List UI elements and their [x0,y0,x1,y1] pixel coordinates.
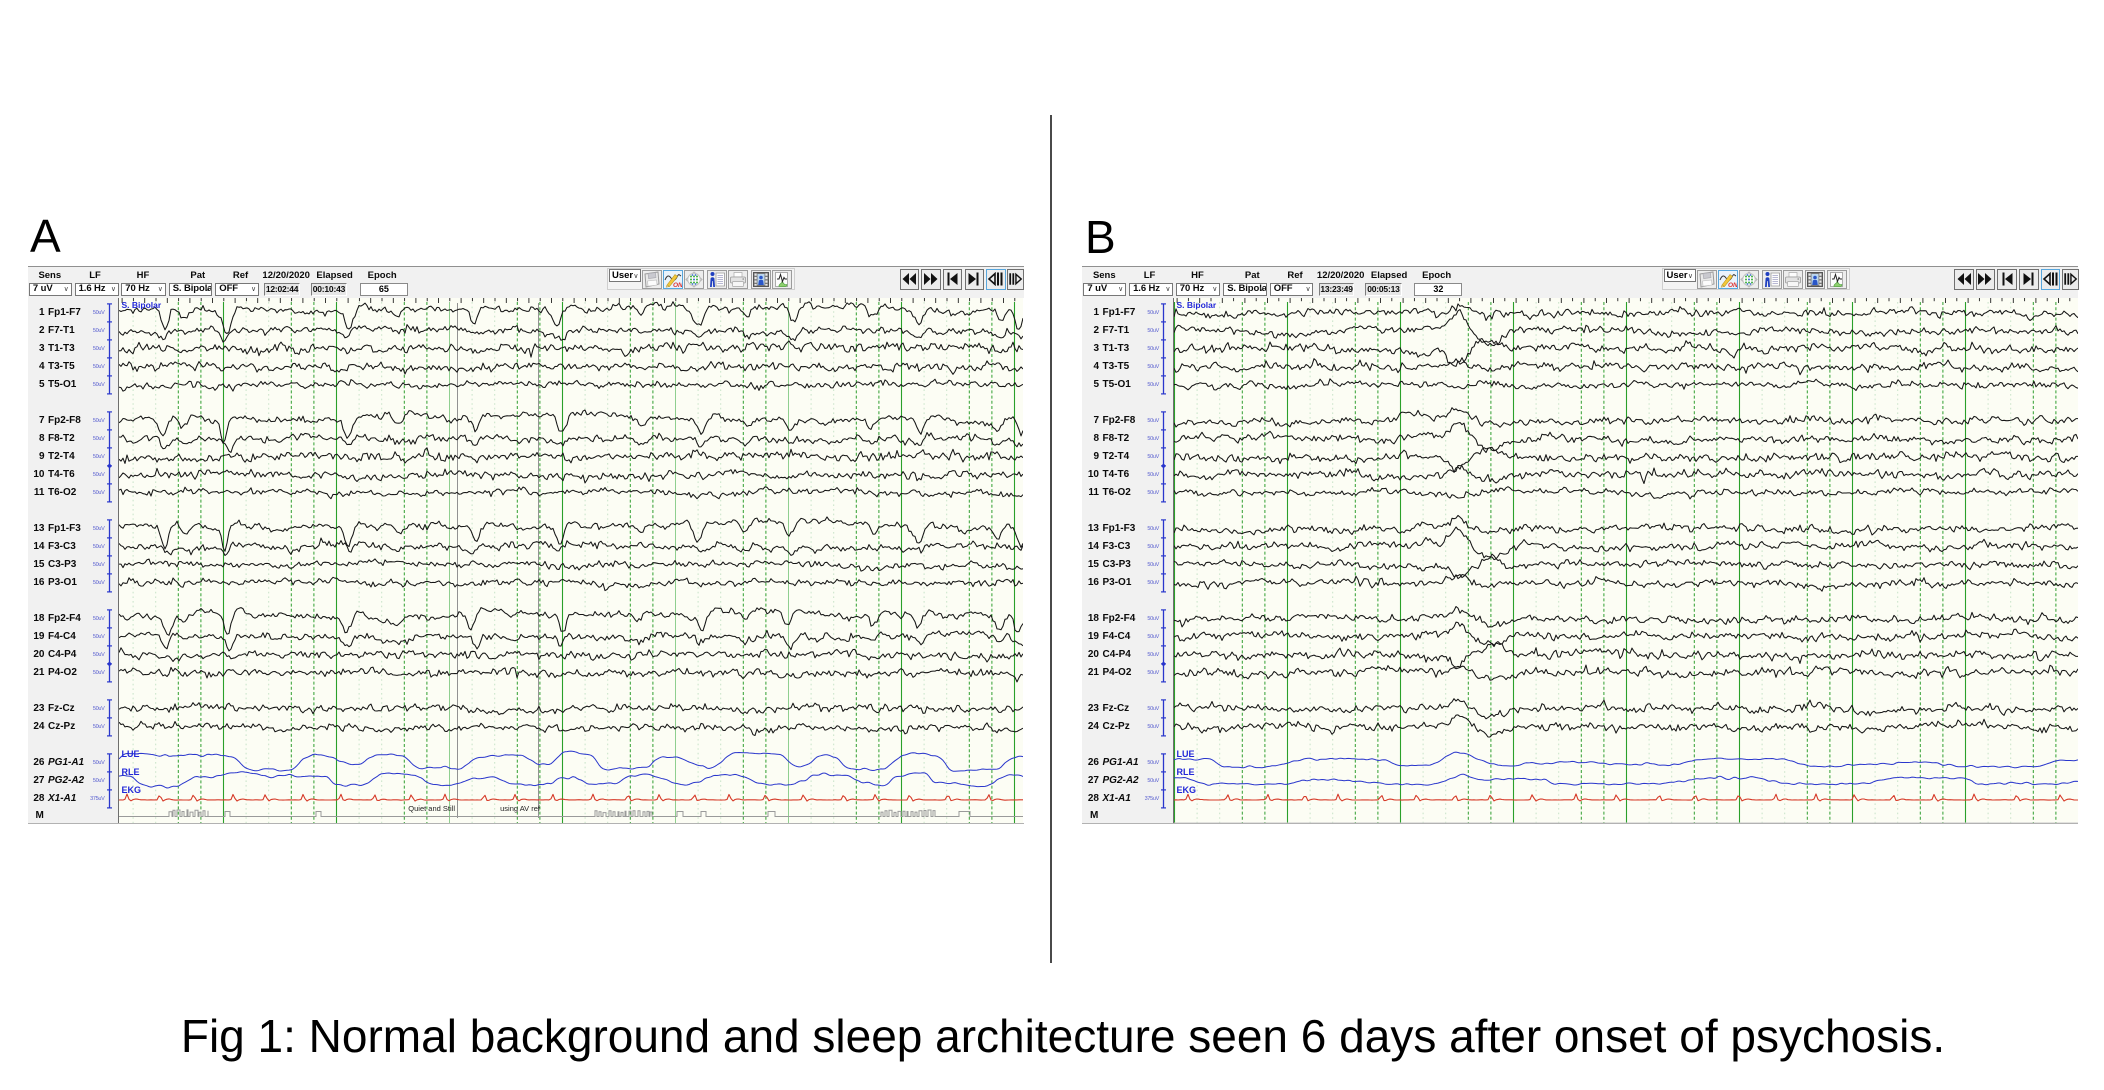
svg-text:Quiet and Still: Quiet and Still [408,804,455,813]
svg-text:LUE: LUE [122,749,140,759]
svg-text:LUE: LUE [1176,749,1194,759]
svg-text:EKG: EKG [1176,785,1196,795]
svg-text:ON: ON [673,282,682,288]
svg-text:S. Bipolar: S. Bipolar [1176,300,1216,310]
svg-text:S. Bipolar: S. Bipolar [122,300,162,310]
svg-text:RLE: RLE [1176,767,1194,777]
svg-text:RLE: RLE [122,767,140,777]
svg-text:using AV ref: using AV ref [500,804,541,813]
svg-text:ON: ON [1728,282,1737,288]
svg-text:EKG: EKG [122,785,142,795]
